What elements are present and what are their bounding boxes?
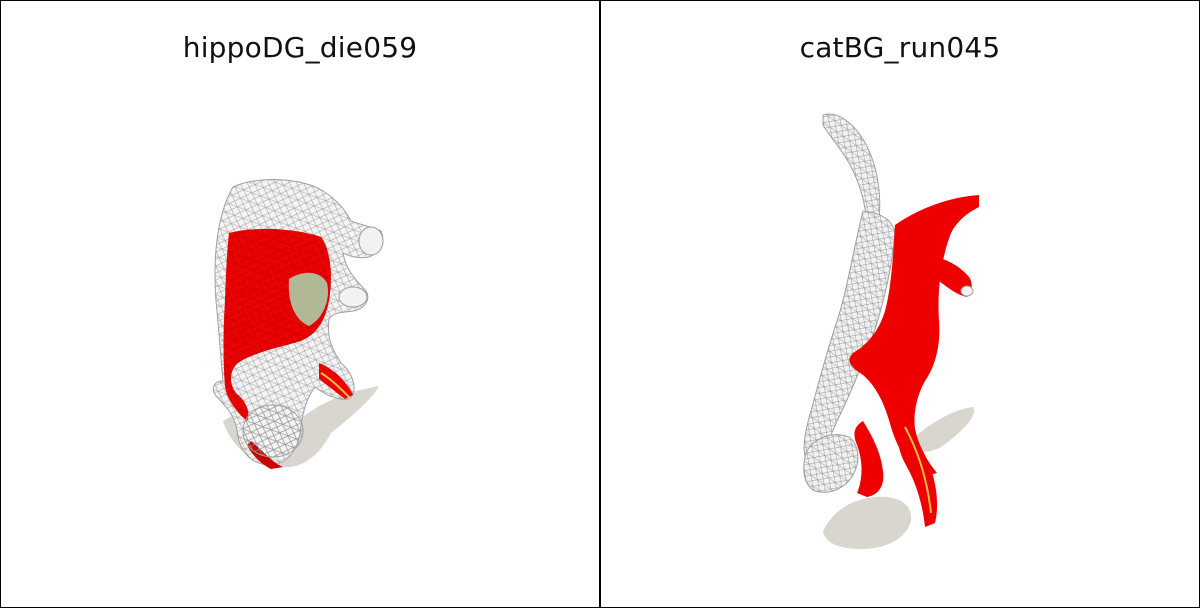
cat-shadow-main	[823, 496, 912, 549]
hippo-green-patch	[288, 272, 329, 326]
hippo-leg-back	[319, 363, 353, 399]
panel-title-cat: catBG_run045	[799, 31, 1001, 64]
cat-shadow-side	[911, 407, 975, 452]
panel-title-hippo: hippoDG_die059	[182, 31, 418, 64]
hippo-mesh-render	[212, 179, 384, 469]
hippo-ear	[358, 226, 384, 256]
hippo-nostril	[338, 286, 368, 308]
cat-body-red	[849, 195, 979, 477]
cat-mesh-render	[803, 113, 979, 549]
hippo-snout	[242, 404, 304, 458]
panel-cat: catBG_run045	[601, 1, 1199, 607]
cat-front-leg-raised	[934, 257, 972, 297]
panel-hippo: hippoDG_die059	[1, 1, 601, 607]
cat-front-leg	[854, 421, 884, 497]
cat-hind-leg	[898, 421, 938, 527]
